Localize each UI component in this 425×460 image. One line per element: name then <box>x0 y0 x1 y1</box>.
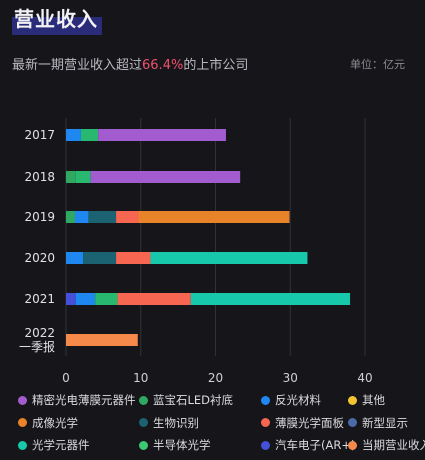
legend-dot-icon <box>18 418 27 427</box>
bar-segment <box>74 211 89 223</box>
bar-segment <box>66 293 76 305</box>
legend-row: 精密光电薄膜元器件 蓝宝石LED衬底 反光材料 其他 <box>18 392 418 415</box>
bar-segment <box>116 252 151 264</box>
bar-segment <box>66 252 84 264</box>
legend-item[interactable]: 其他 <box>348 392 385 408</box>
x-tick-label: 20 <box>208 371 223 385</box>
bar-segment <box>66 129 81 141</box>
bar-segment <box>66 171 76 183</box>
subtitle-highlight: 66.4% <box>142 58 184 73</box>
legend-dot-icon <box>139 440 148 450</box>
legend-item[interactable]: 新型显示 <box>348 415 408 431</box>
page-title: 营业收入 <box>12 2 102 35</box>
x-tick-label: 30 <box>283 371 298 385</box>
chart-legend: 精密光电薄膜元器件 蓝宝石LED衬底 反光材料 其他成像光学 生物识别 薄膜光学面板 新型显… <box>18 392 425 460</box>
bar-segment <box>75 171 91 183</box>
legend-dot-icon <box>348 440 357 450</box>
x-tick-label: 40 <box>357 371 372 385</box>
legend-label: 新型显示 <box>362 415 408 430</box>
bar-segment <box>80 129 99 141</box>
legend-label: 其他 <box>362 393 385 407</box>
bar-segment <box>150 252 308 264</box>
bar-segment <box>190 293 351 305</box>
bar-segment <box>66 334 138 346</box>
x-tick-label: 10 <box>133 371 148 385</box>
legend-item[interactable]: 汽车电子(AR+) <box>261 437 355 453</box>
y-category-label: 2022 一季报 <box>19 326 55 354</box>
unit-label: 单位：亿元 <box>350 58 405 71</box>
bar-segment <box>116 211 139 223</box>
legend-label: 精密光电薄膜元器件 <box>32 393 136 407</box>
legend-item[interactable]: 成像光学 <box>18 415 78 431</box>
legend-label: 汽车电子(AR+) <box>275 438 356 452</box>
y-category-label: 2018 <box>24 170 55 184</box>
legend-row: 成像光学 生物识别 薄膜光学面板 新型显示 <box>18 415 418 438</box>
legend-item[interactable]: 蓝宝石LED衬底 <box>139 392 233 408</box>
legend-dot-icon <box>348 418 357 427</box>
legend-item[interactable]: 半导体光学 <box>139 437 211 453</box>
bar-segment <box>66 211 75 223</box>
legend-item[interactable]: 精密光电薄膜元器件 <box>18 392 136 408</box>
bar-segment <box>83 252 117 264</box>
legend-row: 光学元器件 半导体光学 汽车电子(AR+) 当期营业收入 <box>18 437 425 460</box>
legend-label: 半导体光学 <box>153 438 211 452</box>
subtitle-prefix: 最新一期营业收入超过 <box>12 58 143 73</box>
bar-segment <box>95 293 118 305</box>
y-category-label: 2019 <box>24 210 55 224</box>
legend-label: 当期营业收入 <box>362 438 425 452</box>
legend-item[interactable]: 生物识别 <box>139 415 199 431</box>
bar-segment <box>117 293 191 305</box>
bar-segment <box>88 211 117 223</box>
legend-label: 蓝宝石LED衬底 <box>153 393 234 407</box>
bar-segment <box>98 129 226 141</box>
legend-item[interactable]: 反光材料 <box>261 392 321 408</box>
legend-label: 薄膜光学面板 <box>275 415 344 430</box>
y-category-label: 2020 <box>24 251 55 265</box>
legend-dot-icon <box>139 418 148 427</box>
chart-subtitle: 最新一期营业收入超过66.4%的上市公司 <box>12 54 248 73</box>
x-tick-label: 0 <box>62 371 70 385</box>
subtitle-suffix: 的上市公司 <box>183 58 249 73</box>
legend-label: 生物识别 <box>153 415 199 430</box>
y-category-label: 2017 <box>24 128 55 142</box>
bar-segment <box>90 171 241 183</box>
bar-segment <box>75 293 96 305</box>
bar-segment <box>138 211 290 223</box>
legend-dot-icon <box>18 395 27 405</box>
legend-dot-icon <box>261 418 270 427</box>
legend-item[interactable]: 当期营业收入 <box>348 437 425 453</box>
legend-dot-icon <box>139 395 148 405</box>
legend-item[interactable]: 薄膜光学面板 <box>261 415 344 431</box>
legend-dot-icon <box>348 395 357 405</box>
y-category-label: 2021 <box>24 292 55 306</box>
legend-label: 成像光学 <box>32 415 78 430</box>
legend-item[interactable]: 光学元器件 <box>18 437 90 453</box>
legend-dot-icon <box>18 440 27 450</box>
legend-dot-icon <box>261 440 270 450</box>
revenue-chart: 0 10 20 30 40 2017 2018 2019 2020 2021 2022 一季报 <box>19 118 373 385</box>
legend-label: 反光材料 <box>275 393 321 407</box>
legend-label: 光学元器件 <box>32 438 90 452</box>
legend-dot-icon <box>261 395 270 405</box>
